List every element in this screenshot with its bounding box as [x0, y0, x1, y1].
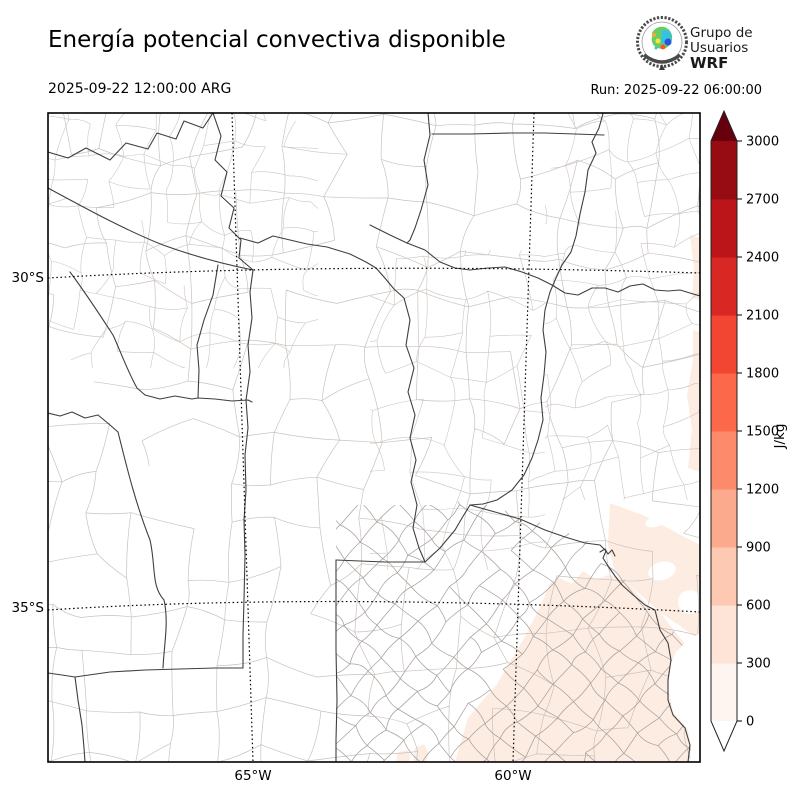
colorbar-tick-label: 600	[746, 599, 771, 614]
cape-shading-low	[396, 235, 700, 762]
logo-emblem	[636, 16, 688, 70]
colorbar-ticks: 0 300 600 900 1200 1500 1800 2100 2400 2700 3000	[737, 135, 779, 730]
lon-label-60w: 60°W	[494, 768, 532, 784]
department-mesh	[48, 113, 318, 368]
colorbar-tick-label: 2100	[746, 309, 779, 324]
colorbar-tick-label: 0	[746, 715, 754, 730]
province-boundaries	[48, 113, 700, 762]
colorbar-segment	[711, 663, 737, 722]
ocean-area	[668, 633, 700, 762]
logo-text-line3: WRF	[690, 54, 728, 72]
colorbar-tick-label: 2400	[746, 251, 779, 266]
department-mesh	[545, 113, 700, 500]
colorbar-segment	[711, 547, 737, 606]
colorbar-tick-label: 1800	[746, 367, 779, 382]
graticule	[48, 113, 700, 762]
colorbar-segment	[711, 431, 737, 490]
gridline-65W	[231, 113, 254, 762]
cape-region-southeast	[455, 571, 700, 762]
colorbar-segment	[711, 257, 737, 316]
lat-label-30s: 30°S	[11, 270, 45, 286]
valid-time-label: 2025-09-22 12:00:00 ARG	[48, 81, 232, 97]
gridline-30S	[48, 267, 700, 279]
colorbar-segment	[711, 141, 737, 200]
estuary-hole-2	[648, 561, 676, 581]
colorbar-tick-label: 300	[746, 657, 771, 672]
estuary-hole-3	[678, 590, 700, 614]
colorbar-segment	[711, 605, 737, 664]
department-mesh	[370, 250, 545, 570]
colorbar-extend-arrow	[711, 721, 737, 751]
colorbar-tick-label: 2700	[746, 193, 779, 208]
run-time-label: Run: 2025-09-22 06:00:00	[590, 83, 762, 98]
map-frame	[47, 112, 701, 763]
lat-label-35s: 35°S	[11, 600, 45, 616]
colorbar-tick-label: 1500	[746, 425, 779, 440]
colorbar-segment	[711, 199, 737, 258]
cape-strip-right-2	[687, 330, 700, 472]
colorbar: 0 300 600 900 1200 1500 1800 2100 2400 2700 3000 J…	[710, 109, 788, 753]
cape-strip-right-1	[690, 235, 700, 300]
estuary-hole-1	[645, 516, 665, 528]
cape-patch-bottom-1	[396, 750, 410, 762]
logo-text-line2: Usuarios	[690, 40, 748, 56]
colorbar-segment	[711, 315, 737, 374]
colorbar-segment	[711, 373, 737, 432]
colorbar-extend-arrow	[711, 111, 737, 141]
colorbar-unit-label: J/kg	[772, 424, 788, 450]
lon-label-65w: 65°W	[234, 768, 272, 784]
page-title: Energía potencial convectiva disponible	[48, 27, 506, 53]
colorbar-segments	[711, 141, 737, 722]
gridline-60W	[512, 113, 535, 762]
department-mesh	[336, 500, 700, 762]
gridline-35S	[48, 600, 700, 613]
colorbar-tick-label: 1200	[746, 483, 779, 498]
wrf-logo-icon: Grupo de Usuarios WRF	[636, 16, 753, 72]
cape-patch-bottom-2	[413, 744, 428, 762]
colorbar-tick-label: 3000	[746, 135, 779, 150]
logo-text-line1: Grupo de	[690, 25, 753, 41]
colorbar-tick-label: 900	[746, 541, 771, 556]
colorbar-segment	[711, 489, 737, 548]
